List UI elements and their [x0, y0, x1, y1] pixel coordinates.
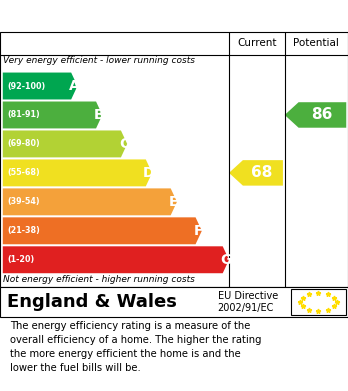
Text: Current: Current — [237, 38, 277, 48]
Text: (92-100): (92-100) — [7, 81, 45, 90]
Polygon shape — [3, 188, 177, 215]
Text: E: E — [169, 195, 179, 209]
Text: (81-91): (81-91) — [7, 111, 40, 120]
Polygon shape — [3, 131, 127, 158]
Text: Very energy efficient - lower running costs: Very energy efficient - lower running co… — [3, 56, 196, 65]
Text: Not energy efficient - higher running costs: Not energy efficient - higher running co… — [3, 275, 195, 284]
Text: EU Directive
2002/91/EC: EU Directive 2002/91/EC — [218, 291, 278, 313]
Text: (21-38): (21-38) — [7, 226, 40, 235]
Text: 68: 68 — [251, 165, 273, 180]
Text: A: A — [69, 79, 80, 93]
Polygon shape — [3, 217, 202, 244]
Polygon shape — [229, 160, 283, 186]
Polygon shape — [3, 160, 152, 187]
Text: D: D — [143, 166, 155, 180]
Text: 86: 86 — [311, 108, 332, 122]
Text: England & Wales: England & Wales — [7, 293, 177, 311]
Text: Potential: Potential — [293, 38, 339, 48]
Text: (39-54): (39-54) — [7, 197, 40, 206]
Text: (69-80): (69-80) — [7, 140, 40, 149]
Text: (1-20): (1-20) — [7, 255, 34, 264]
Polygon shape — [285, 102, 346, 128]
Polygon shape — [3, 102, 102, 128]
Text: F: F — [194, 224, 204, 238]
Polygon shape — [3, 246, 229, 273]
Text: C: C — [119, 137, 129, 151]
Text: B: B — [94, 108, 104, 122]
Text: Energy Efficiency Rating: Energy Efficiency Rating — [10, 9, 213, 23]
Polygon shape — [3, 73, 77, 99]
Text: G: G — [220, 253, 231, 267]
Text: The energy efficiency rating is a measure of the
overall efficiency of a home. T: The energy efficiency rating is a measur… — [10, 321, 262, 373]
Text: (55-68): (55-68) — [7, 169, 40, 178]
